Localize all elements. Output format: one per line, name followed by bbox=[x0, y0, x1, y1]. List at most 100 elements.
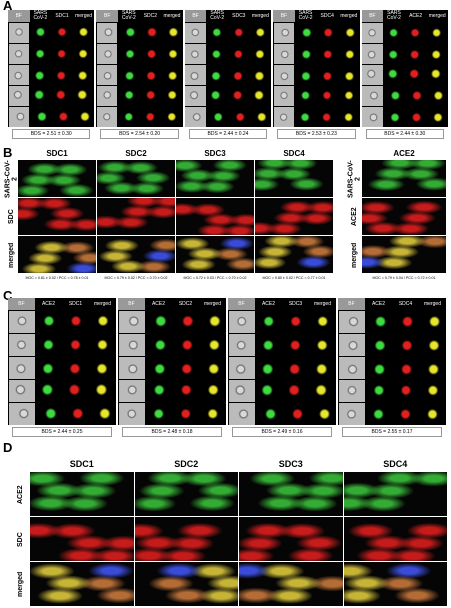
cell-image bbox=[8, 106, 30, 127]
cell-image bbox=[362, 43, 383, 64]
column-header: SDC3 bbox=[204, 149, 226, 158]
column-header: BF bbox=[96, 10, 118, 22]
column-header: ACE2 bbox=[255, 298, 282, 310]
cell-image bbox=[255, 402, 282, 425]
cell-image bbox=[118, 22, 140, 43]
cell-image bbox=[295, 106, 316, 127]
cell-image bbox=[30, 106, 51, 127]
cell-image bbox=[255, 379, 282, 402]
cell-image bbox=[365, 310, 392, 333]
cell-image bbox=[8, 402, 35, 425]
micrograph bbox=[343, 517, 447, 561]
cell-image bbox=[405, 43, 426, 64]
cell-image bbox=[145, 356, 172, 379]
coloc-stats: MOC = 0.79 ± 0.02 / PCC = 0.70 ± 0.02 bbox=[104, 276, 168, 280]
cell-image bbox=[185, 43, 206, 64]
cell-image bbox=[30, 43, 51, 64]
cell-image bbox=[365, 402, 392, 425]
cell-image bbox=[405, 106, 426, 127]
cell-image bbox=[51, 106, 73, 127]
cell-image bbox=[419, 402, 446, 425]
cell-image bbox=[365, 333, 392, 356]
cell-image bbox=[426, 64, 448, 85]
micrograph bbox=[362, 236, 446, 273]
column-header: merged bbox=[309, 298, 336, 310]
cell-image bbox=[419, 333, 446, 356]
cell-image bbox=[295, 43, 316, 64]
bds-score: BDS = 2.44 ± 0.24 bbox=[188, 129, 268, 139]
cell-image bbox=[161, 43, 183, 64]
coloc-stats: MOC = 0.81 ± 0.02 / PCC = 0.78 ± 0.01 bbox=[25, 276, 89, 280]
micrograph bbox=[176, 160, 254, 197]
cell-image bbox=[145, 310, 172, 333]
cell-image bbox=[96, 22, 118, 43]
cell-image bbox=[316, 106, 338, 127]
cell-image bbox=[206, 64, 228, 85]
cell-image bbox=[199, 356, 226, 379]
cell-image bbox=[362, 106, 383, 127]
cell-image bbox=[228, 333, 255, 356]
coloc-stats: MOC = 0.80 ± 0.02 / PCC = 0.77 ± 0.01 bbox=[262, 276, 326, 280]
panel-label: D bbox=[3, 440, 13, 455]
cell-image bbox=[228, 85, 250, 106]
cell-image bbox=[199, 310, 226, 333]
cell-image bbox=[228, 64, 250, 85]
cell-image bbox=[316, 43, 338, 64]
cell-image bbox=[316, 64, 338, 85]
cell-image bbox=[172, 402, 199, 425]
column-header: merged bbox=[338, 10, 360, 22]
cell-image bbox=[73, 106, 94, 127]
cell-image bbox=[282, 356, 309, 379]
cell-image bbox=[89, 333, 116, 356]
cell-image bbox=[73, 43, 94, 64]
cell-image bbox=[161, 106, 183, 127]
cell-image bbox=[51, 22, 73, 43]
cell-image bbox=[96, 106, 118, 127]
cell-image bbox=[383, 43, 405, 64]
column-header: SDC3 bbox=[282, 298, 309, 310]
column-header: merged bbox=[72, 10, 95, 22]
micrograph bbox=[18, 160, 96, 197]
cell-image bbox=[228, 379, 255, 402]
cell-image bbox=[228, 310, 255, 333]
row-label: ACE2 bbox=[17, 485, 24, 504]
column-header: SDC3 bbox=[278, 459, 303, 469]
cell-image bbox=[145, 379, 172, 402]
column-header: SARS CoV-2 bbox=[118, 10, 140, 22]
micrograph bbox=[18, 198, 96, 235]
row-label: SARS-CoV-2 bbox=[347, 160, 362, 198]
cell-image bbox=[309, 310, 336, 333]
micrograph bbox=[134, 472, 238, 516]
cell-image bbox=[206, 22, 228, 43]
cell-image bbox=[161, 64, 183, 85]
cell-image bbox=[250, 106, 271, 127]
cell-image bbox=[89, 379, 116, 402]
micrograph bbox=[255, 160, 333, 197]
cell-image bbox=[392, 356, 419, 379]
cell-image bbox=[118, 85, 140, 106]
bds-score: BDS = 2.48 ± 0.18 bbox=[122, 427, 222, 437]
micrograph bbox=[362, 160, 446, 197]
row-label: ACE2 bbox=[351, 207, 358, 227]
cell-image bbox=[62, 379, 89, 402]
cell-image bbox=[338, 379, 365, 402]
column-header: SDC1 bbox=[46, 149, 68, 158]
cell-image bbox=[426, 106, 448, 127]
cell-image bbox=[161, 85, 183, 106]
cell-image bbox=[250, 85, 271, 106]
micrograph bbox=[97, 198, 175, 235]
cell-image bbox=[282, 379, 309, 402]
cell-image bbox=[419, 379, 446, 402]
cell-image bbox=[338, 85, 360, 106]
cell-image bbox=[282, 402, 309, 425]
cell-image bbox=[73, 64, 94, 85]
cell-image bbox=[295, 85, 316, 106]
cell-image bbox=[118, 379, 145, 402]
cell-image bbox=[338, 402, 365, 425]
row-label: merged bbox=[8, 242, 15, 268]
micrograph bbox=[30, 517, 134, 561]
micrograph bbox=[255, 198, 333, 235]
cell-image bbox=[383, 64, 405, 85]
cell-image bbox=[62, 356, 89, 379]
cell-image bbox=[73, 22, 94, 43]
